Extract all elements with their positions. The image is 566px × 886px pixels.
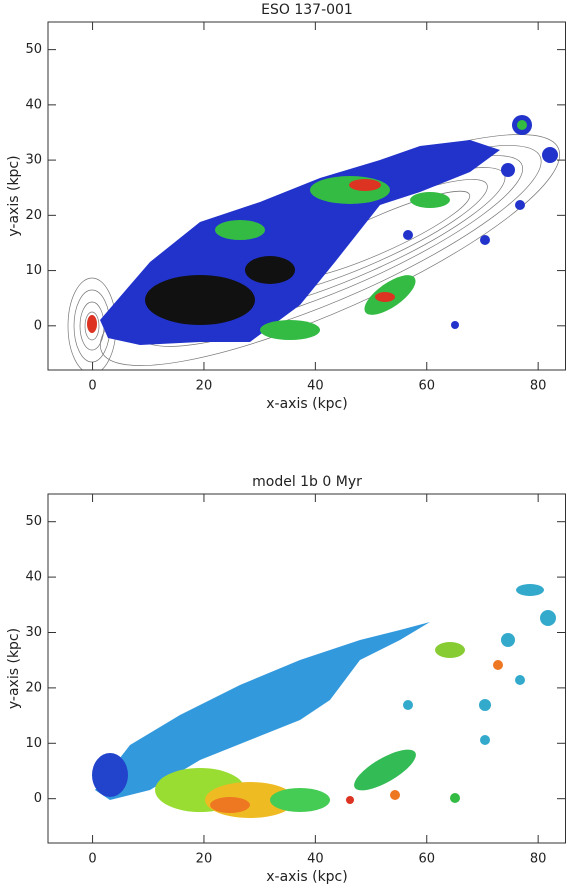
y-tick-label: 10 bbox=[25, 736, 42, 751]
y-tick-label: 20 bbox=[25, 680, 42, 695]
x-tick-label: 40 bbox=[307, 852, 324, 867]
x-tick-label: 60 bbox=[418, 379, 435, 394]
y-tick-label: 0 bbox=[34, 318, 42, 333]
y-tick-label: 0 bbox=[34, 791, 42, 806]
x-tick-label: 20 bbox=[196, 852, 213, 867]
chart-title: ESO 137-001 bbox=[261, 2, 353, 18]
y-tick-label: 40 bbox=[25, 97, 42, 112]
y-axis-title: y-axis (kpc) bbox=[6, 628, 22, 709]
y-tick-label: 50 bbox=[25, 514, 42, 529]
observed-map bbox=[67, 115, 561, 370]
x-tick-label: 20 bbox=[196, 379, 213, 394]
y-tick-label: 10 bbox=[25, 263, 42, 278]
x-tick-label: 80 bbox=[530, 852, 547, 867]
x-tick-label: 80 bbox=[530, 379, 547, 394]
y-tick-label: 40 bbox=[25, 570, 42, 585]
chart-title: model 1b 0 Myr bbox=[252, 474, 362, 490]
x-tick-label: 60 bbox=[418, 852, 435, 867]
y-tick-label: 30 bbox=[25, 153, 42, 168]
y-tick-label: 50 bbox=[25, 42, 42, 57]
y-tick-label: 20 bbox=[25, 208, 42, 223]
x-tick-label: 0 bbox=[88, 852, 96, 867]
y-axis-title: y-axis (kpc) bbox=[6, 155, 22, 236]
x-tick-label: 0 bbox=[88, 379, 96, 394]
x-axis-title: x-axis (kpc) bbox=[266, 869, 347, 885]
x-axis-title: x-axis (kpc) bbox=[266, 396, 347, 412]
x-tick-label: 40 bbox=[307, 379, 324, 394]
y-tick-label: 30 bbox=[25, 625, 42, 640]
model-map bbox=[92, 584, 556, 818]
